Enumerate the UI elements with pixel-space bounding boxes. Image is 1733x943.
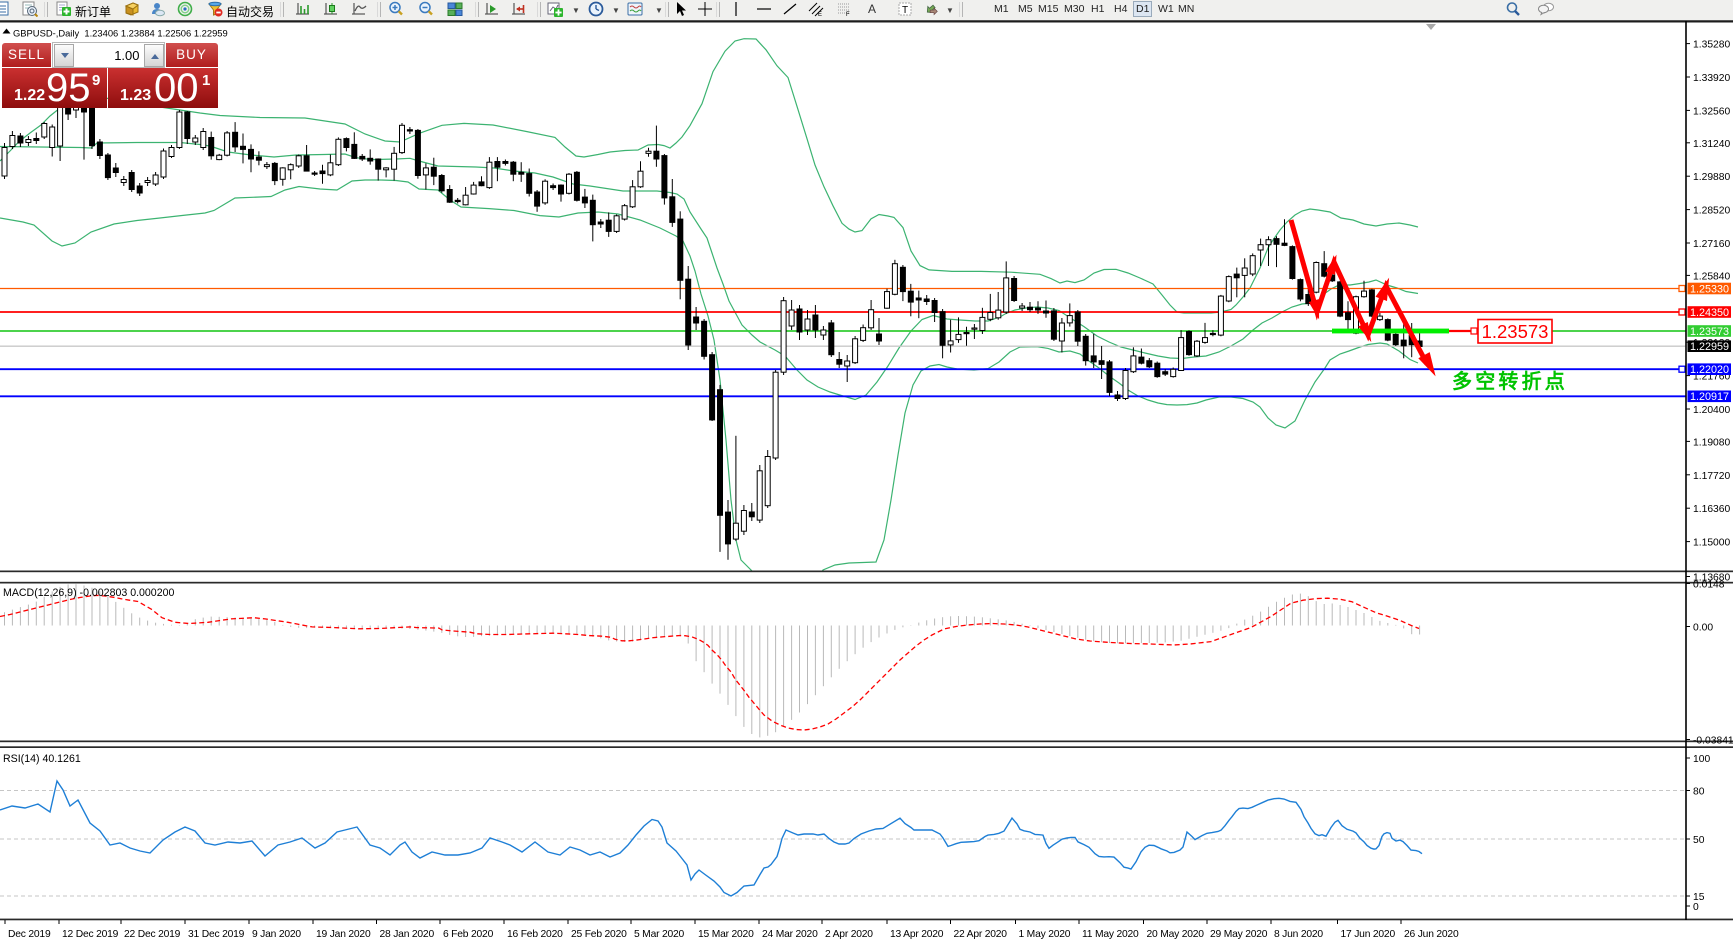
svg-text:24 Mar 2020: 24 Mar 2020 [762, 929, 818, 940]
svg-text:1.31240: 1.31240 [1693, 139, 1730, 150]
svg-text:5 Mar 2020: 5 Mar 2020 [634, 929, 685, 940]
svg-text:1.29880: 1.29880 [1693, 172, 1730, 183]
svg-text:1.32560: 1.32560 [1693, 106, 1730, 117]
svg-text:1.23573: 1.23573 [1690, 326, 1729, 338]
svg-text:Dec 2019: Dec 2019 [8, 929, 51, 940]
svg-text:9 Jan 2020: 9 Jan 2020 [252, 929, 301, 940]
svg-text:1.23573: 1.23573 [1482, 321, 1549, 342]
svg-text:8 Jun 2020: 8 Jun 2020 [1274, 929, 1323, 940]
svg-text:1.15000: 1.15000 [1693, 538, 1730, 549]
svg-text:RSI(14) 40.1261: RSI(14) 40.1261 [3, 753, 81, 765]
svg-text:1.27160: 1.27160 [1693, 239, 1730, 250]
svg-text:22 Dec 2019: 22 Dec 2019 [124, 929, 181, 940]
svg-text:GBPUSD-,Daily 1.23406 1.23884: GBPUSD-,Daily 1.23406 1.23884 1.22506 1.… [13, 28, 228, 39]
svg-text:0.0148: 0.0148 [1693, 580, 1725, 591]
svg-text:1 May 2020: 1 May 2020 [1019, 929, 1071, 940]
svg-text:26 Jun 2020: 26 Jun 2020 [1404, 929, 1459, 940]
svg-text:0: 0 [1693, 902, 1699, 913]
svg-text:1.13680: 1.13680 [1693, 573, 1730, 584]
svg-text:12 Dec 2019: 12 Dec 2019 [62, 929, 119, 940]
svg-text:50: 50 [1693, 835, 1705, 846]
svg-text:多空转折点: 多空转折点 [1452, 369, 1568, 393]
svg-text:1.28520: 1.28520 [1693, 206, 1730, 217]
svg-text:T: T [902, 5, 908, 16]
svg-text:MACD(12,26,9) -0.002803 0.0002: MACD(12,26,9) -0.002803 0.000200 [3, 587, 174, 599]
svg-text:20 May 2020: 20 May 2020 [1147, 929, 1205, 940]
svg-text:2 Apr 2020: 2 Apr 2020 [825, 929, 873, 940]
svg-text:E: E [818, 12, 822, 17]
svg-text:25 Feb 2020: 25 Feb 2020 [571, 929, 627, 940]
svg-text:31 Dec 2019: 31 Dec 2019 [188, 929, 245, 940]
svg-text:28 Jan 2020: 28 Jan 2020 [380, 929, 435, 940]
svg-text:1.24350: 1.24350 [1690, 307, 1729, 319]
svg-text:0.00: 0.00 [1693, 623, 1713, 634]
svg-text:29 May 2020: 29 May 2020 [1210, 929, 1268, 940]
svg-text:100: 100 [1693, 754, 1710, 765]
svg-text:1.33920: 1.33920 [1693, 73, 1730, 84]
svg-text:-0.038415: -0.038415 [1693, 736, 1733, 747]
svg-text:22 Apr 2020: 22 Apr 2020 [954, 929, 1008, 940]
svg-text:1.19080: 1.19080 [1693, 437, 1730, 448]
svg-text:1.17720: 1.17720 [1693, 471, 1730, 482]
svg-text:1.21760: 1.21760 [1693, 372, 1730, 383]
svg-text:F: F [846, 12, 850, 17]
svg-text:1.20917: 1.20917 [1690, 391, 1729, 403]
svg-text:1.25840: 1.25840 [1693, 271, 1730, 282]
svg-text:19 Jan 2020: 19 Jan 2020 [316, 929, 371, 940]
svg-text:16 Feb 2020: 16 Feb 2020 [507, 929, 563, 940]
svg-text:80: 80 [1693, 787, 1705, 798]
svg-text:13 Apr 2020: 13 Apr 2020 [890, 929, 944, 940]
svg-text:1.22959: 1.22959 [1690, 341, 1729, 353]
svg-text:15: 15 [1693, 892, 1705, 903]
svg-text:17 Jun 2020: 17 Jun 2020 [1341, 929, 1396, 940]
svg-text:1.35280: 1.35280 [1693, 40, 1730, 51]
svg-text:6 Feb 2020: 6 Feb 2020 [443, 929, 494, 940]
svg-text:11 May 2020: 11 May 2020 [1082, 929, 1139, 940]
svg-text:15 Mar 2020: 15 Mar 2020 [698, 929, 754, 940]
svg-text:1.22020: 1.22020 [1690, 364, 1729, 376]
svg-text:1.16360: 1.16360 [1693, 504, 1730, 515]
svg-text:1.20400: 1.20400 [1693, 405, 1730, 416]
svg-text:1.25330: 1.25330 [1690, 283, 1729, 295]
